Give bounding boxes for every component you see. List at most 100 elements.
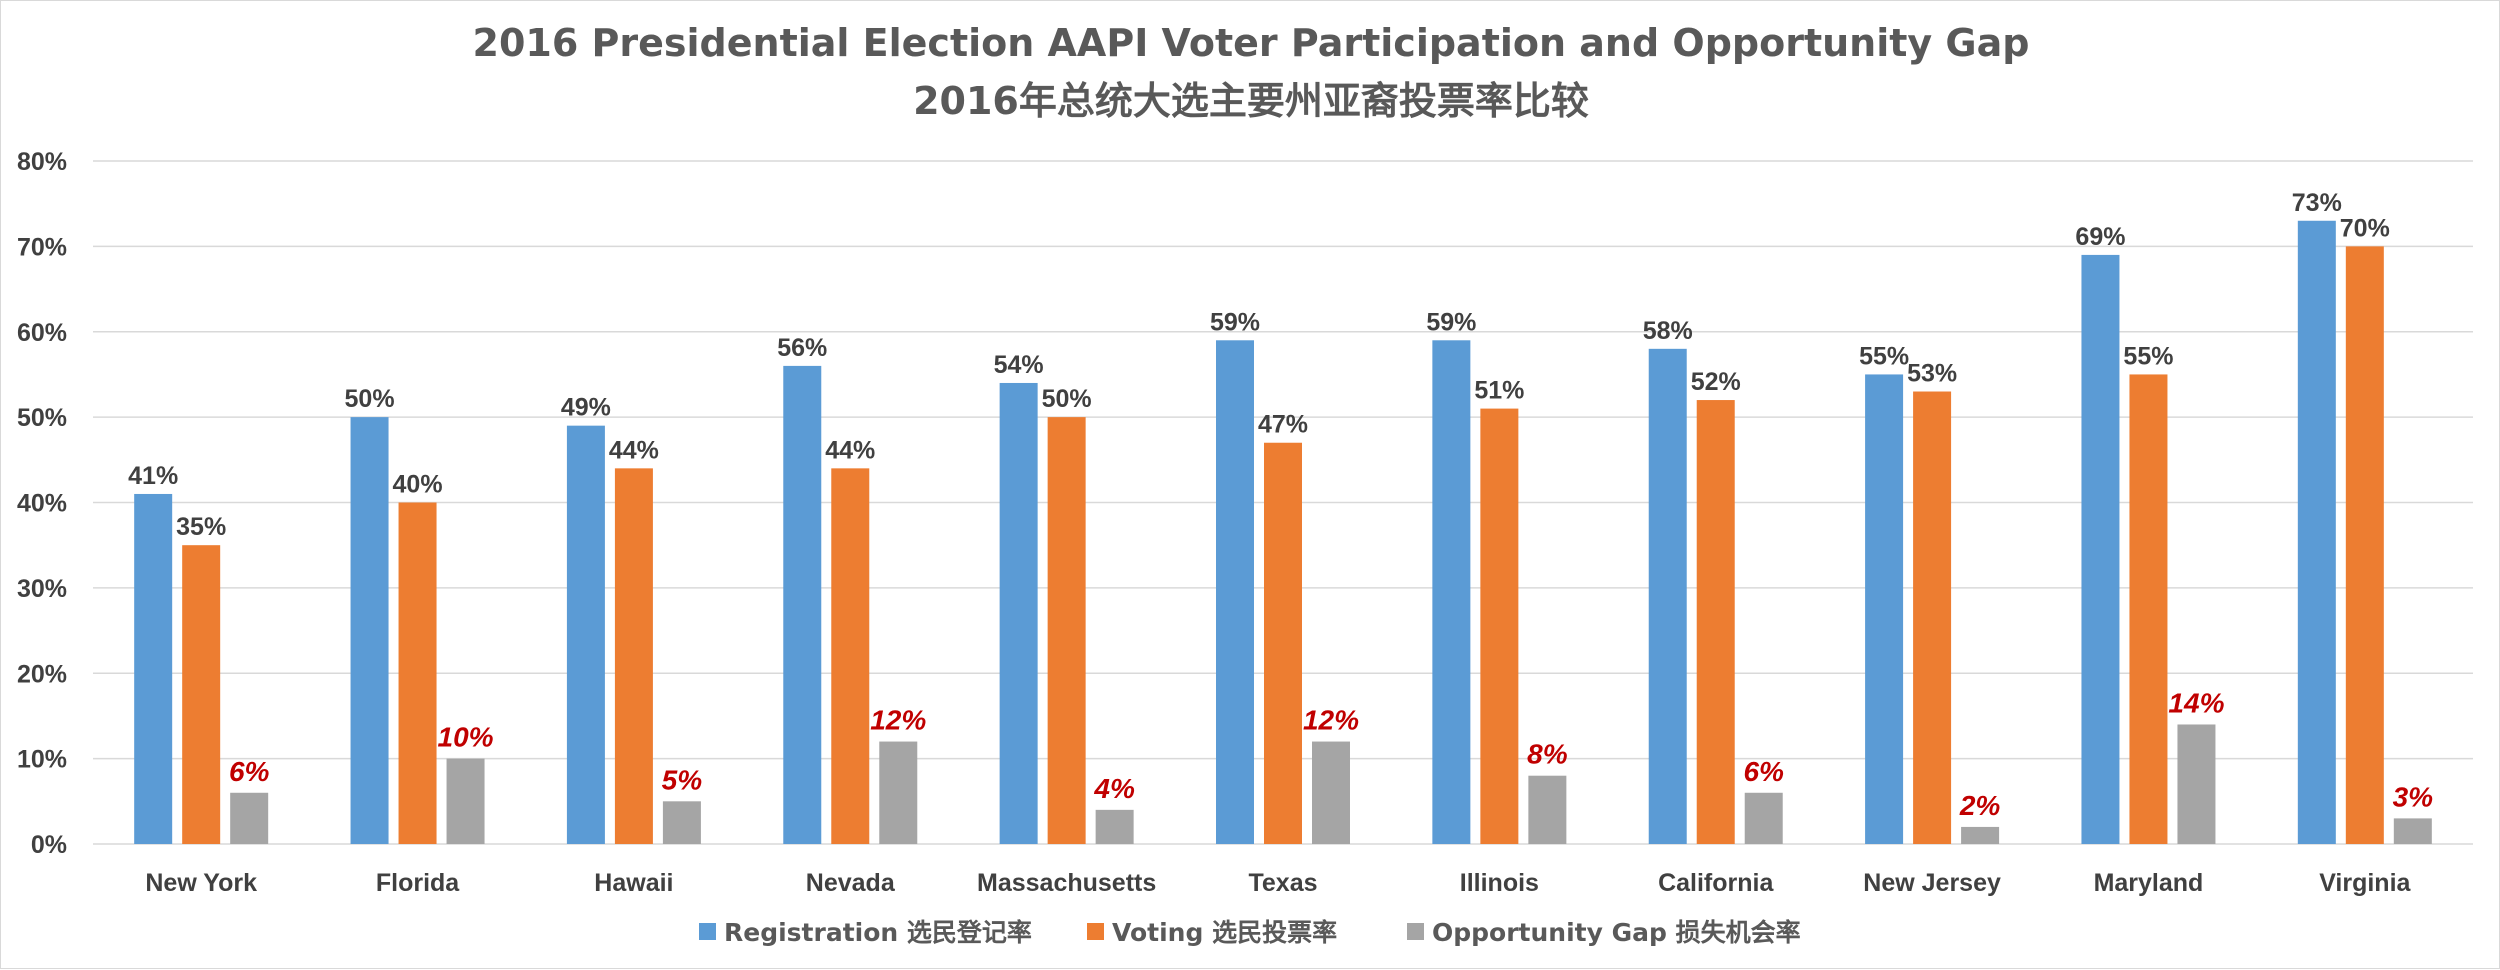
bar-1 — [1264, 442, 1302, 844]
bar-0 — [2297, 220, 2336, 844]
bar-0 — [783, 365, 822, 844]
bar-0 — [2081, 254, 2120, 845]
y-tick-label: 40% — [17, 490, 67, 518]
y-tick-label: 50% — [17, 404, 67, 432]
x-tick-label: New Jersey — [1863, 869, 2001, 897]
data-label: 56% — [777, 334, 827, 362]
bar-2 — [1095, 809, 1134, 844]
bar-1 — [1696, 400, 1735, 844]
x-tick-label: Hawaii — [594, 869, 673, 897]
data-label: 55% — [2123, 342, 2173, 370]
y-tick-label: 60% — [17, 319, 67, 347]
data-label: 44% — [609, 436, 659, 464]
bar-0 — [1648, 348, 1687, 844]
bar-2 — [2177, 724, 2216, 844]
data-label: 55% — [1859, 342, 1909, 370]
data-label: 4% — [1093, 773, 1135, 804]
y-tick-label: 70% — [17, 233, 67, 261]
chart-subtitle: 2016年总统大选主要州亚裔投票率比较 — [913, 79, 1589, 123]
data-label: 54% — [994, 351, 1044, 379]
data-label: 51% — [1474, 377, 1524, 405]
y-tick-label: 0% — [31, 831, 67, 859]
data-label: 6% — [1743, 756, 1784, 787]
legend-label: Registration 选民登记率 — [724, 918, 1032, 947]
data-label: 70% — [2340, 214, 2390, 242]
legend-swatch — [1087, 923, 1104, 940]
bar-1 — [1047, 417, 1086, 844]
bar-2 — [1528, 775, 1567, 844]
bar-1 — [2129, 374, 2168, 844]
bar-1 — [614, 468, 653, 844]
bar-2 — [1312, 741, 1350, 844]
y-axis-ticks: 0% 10% 20% 30% 40% 50% 60% 70% 80% — [17, 148, 67, 859]
bar-1 — [398, 502, 437, 844]
data-label: 10% — [438, 722, 494, 753]
bar-0 — [350, 417, 389, 844]
y-tick-label: 30% — [17, 575, 67, 603]
data-label: 69% — [2075, 223, 2125, 251]
data-label: 12% — [1303, 705, 1359, 736]
bar-2 — [2393, 818, 2432, 844]
y-tick-label: 80% — [17, 148, 67, 176]
x-tick-label: Florida — [376, 869, 460, 897]
data-label: 40% — [393, 471, 443, 499]
bar-1 — [831, 468, 870, 844]
data-label: 3% — [2393, 781, 2434, 812]
data-label: 59% — [1426, 308, 1476, 336]
x-tick-label: Massachusetts — [977, 869, 1156, 897]
x-tick-label: Nevada — [806, 869, 896, 897]
bar-0 — [566, 425, 605, 844]
x-tick-label: Virginia — [2319, 869, 2411, 897]
bar-1 — [1480, 408, 1519, 844]
y-tick-label: 20% — [17, 660, 67, 688]
bar-0 — [134, 493, 173, 844]
bar-0 — [1865, 374, 1904, 844]
legend: Registration 选民登记率 Voting 选民投票率 Opportunit… — [699, 918, 1801, 947]
bar-2 — [230, 792, 269, 844]
bar-2 — [1961, 826, 2000, 844]
data-label: 73% — [2292, 189, 2342, 217]
data-label: 14% — [2168, 687, 2224, 718]
bars — [134, 220, 2432, 845]
bar-2 — [662, 801, 701, 844]
bar-0 — [1432, 340, 1471, 844]
data-label: 44% — [825, 436, 875, 464]
data-label: 8% — [1527, 739, 1568, 770]
bar-2 — [879, 741, 918, 844]
bar-2 — [446, 758, 485, 844]
legend-label: Opportunity Gap 损失机会率 — [1432, 918, 1801, 947]
data-label: 5% — [662, 764, 703, 795]
data-label: 49% — [561, 394, 611, 422]
data-label: 58% — [1643, 317, 1693, 345]
x-tick-label: New York — [145, 869, 257, 897]
chart-title: 2016 Presidential Election AAPI Voter Pa… — [473, 21, 2030, 65]
data-label: 47% — [1258, 411, 1308, 439]
data-label: 59% — [1210, 308, 1260, 336]
x-tick-label: California — [1658, 869, 1774, 897]
data-label: 50% — [345, 385, 395, 413]
bar-2 — [1744, 792, 1783, 844]
data-label: 53% — [1907, 360, 1957, 388]
x-tick-label: Texas — [1248, 869, 1317, 897]
data-label: 2% — [1959, 790, 2001, 821]
legend-swatch — [1407, 923, 1424, 940]
x-axis-categories: New York Florida Hawaii Nevada Massachusetts… — [145, 869, 2411, 897]
x-tick-label: Maryland — [2094, 869, 2204, 897]
legend-label: Voting 选民投票率 — [1112, 918, 1337, 947]
bar-1 — [182, 545, 221, 844]
bar-1 — [2345, 246, 2384, 844]
bar-1 — [1913, 391, 1952, 844]
bar-0 — [999, 382, 1038, 844]
data-label: 52% — [1691, 368, 1741, 396]
legend-swatch — [699, 923, 716, 940]
data-label: 41% — [128, 462, 178, 490]
data-label: 6% — [229, 756, 270, 787]
x-tick-label: Illinois — [1460, 869, 1539, 897]
y-tick-label: 10% — [17, 746, 67, 774]
bar-0 — [1216, 340, 1254, 844]
data-labels: 41% 35% 6% 50% 40% 10% 49% 44% 5% 56% 44% 12% 54% 50%… — [128, 189, 2433, 821]
data-label: 35% — [176, 513, 226, 541]
data-label: 50% — [1042, 385, 1092, 413]
